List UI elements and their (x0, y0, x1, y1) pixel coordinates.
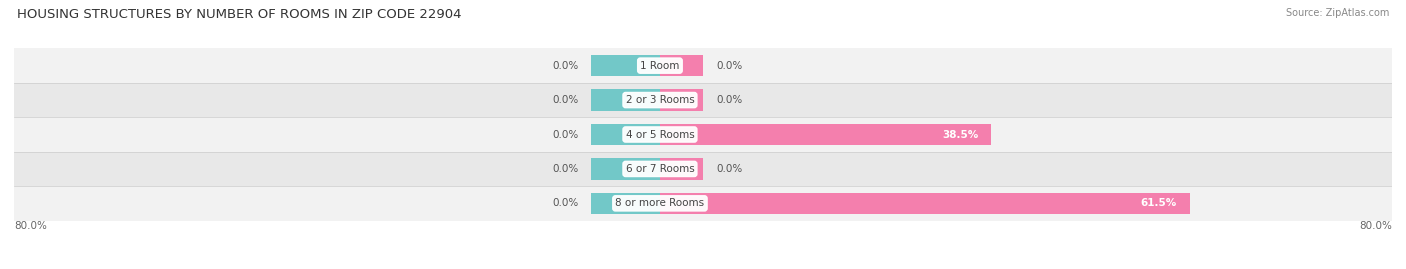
Bar (14, 186, 1392, 221)
Text: 0.0%: 0.0% (553, 61, 578, 71)
Text: 0.0%: 0.0% (716, 95, 742, 105)
Bar (591, 55, 659, 76)
Text: 6 or 7 Rooms: 6 or 7 Rooms (626, 164, 695, 174)
Bar (14, 83, 1392, 117)
Text: 0.0%: 0.0% (553, 129, 578, 140)
Bar (14, 48, 1392, 83)
Bar (659, 55, 703, 76)
Bar (14, 117, 1392, 152)
Bar (659, 89, 703, 111)
Bar (14, 152, 1392, 186)
Text: Source: ZipAtlas.com: Source: ZipAtlas.com (1285, 8, 1389, 18)
Text: 61.5%: 61.5% (1140, 198, 1177, 208)
Text: 0.0%: 0.0% (553, 95, 578, 105)
Bar (659, 124, 991, 145)
Text: 4 or 5 Rooms: 4 or 5 Rooms (626, 129, 695, 140)
Text: 38.5%: 38.5% (942, 129, 979, 140)
Text: 0.0%: 0.0% (716, 164, 742, 174)
Text: 2 or 3 Rooms: 2 or 3 Rooms (626, 95, 695, 105)
Text: 0.0%: 0.0% (716, 61, 742, 71)
Text: 80.0%: 80.0% (14, 221, 46, 231)
Text: 0.0%: 0.0% (553, 198, 578, 208)
Bar (659, 193, 1189, 214)
Text: 0.0%: 0.0% (553, 164, 578, 174)
Bar (591, 193, 659, 214)
Bar (591, 124, 659, 145)
Bar (659, 158, 703, 180)
Bar (591, 89, 659, 111)
Text: 80.0%: 80.0% (1360, 221, 1392, 231)
Bar (591, 158, 659, 180)
Text: 8 or more Rooms: 8 or more Rooms (616, 198, 704, 208)
Text: 1 Room: 1 Room (640, 61, 679, 71)
Text: HOUSING STRUCTURES BY NUMBER OF ROOMS IN ZIP CODE 22904: HOUSING STRUCTURES BY NUMBER OF ROOMS IN… (17, 8, 461, 21)
